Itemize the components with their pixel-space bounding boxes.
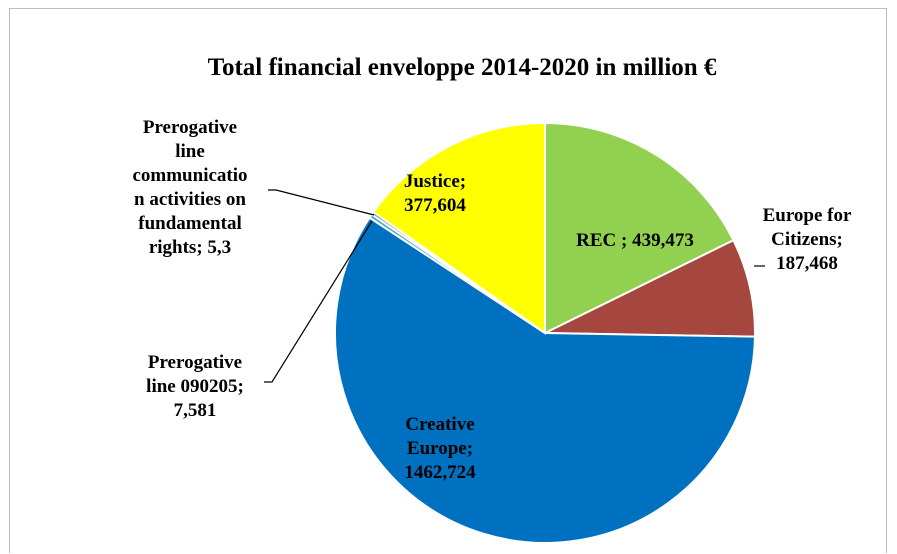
slice-label-rec: REC ; 439,473	[576, 230, 694, 251]
chart-frame: Total financial enveloppe 2014-2020 in m…	[9, 8, 887, 553]
pie-slice-justice	[371, 121, 546, 335]
pie-chart: Total financial enveloppe 2014-2020 in m…	[132, 54, 852, 544]
pie-slices	[334, 121, 756, 544]
chart-title: Total financial enveloppe 2014-2020 in m…	[208, 54, 717, 81]
leader-line-prerogative-line-communication-activities-on-fundamental-rights	[268, 189, 375, 216]
slice-label-europe-for-citizens: Europe for Citizens; 187,468	[763, 205, 852, 274]
slice-label-justice: Justice; 377,604	[404, 171, 467, 216]
leader-line-prerogative-line-090205	[264, 220, 373, 383]
pie-slice-rec	[544, 121, 735, 335]
slice-label-prerogative-line-090205: Prerogative line 090205; 7,581	[146, 352, 244, 421]
leader-lines	[264, 189, 765, 383]
pie-slice-creative-europe	[334, 216, 756, 544]
slice-labels: REC ; 439,473 Europe for Citizens; 187,468 C…	[132, 117, 852, 483]
pie-slice-europe-for-citizens	[544, 238, 756, 338]
slice-label-creative-europe: Creative Europe; 1462,724	[404, 414, 476, 483]
slice-label-prerogative-line-communication-activities-on-fundamental-rights: Prerogative line communicatio n activities …	[132, 117, 247, 258]
